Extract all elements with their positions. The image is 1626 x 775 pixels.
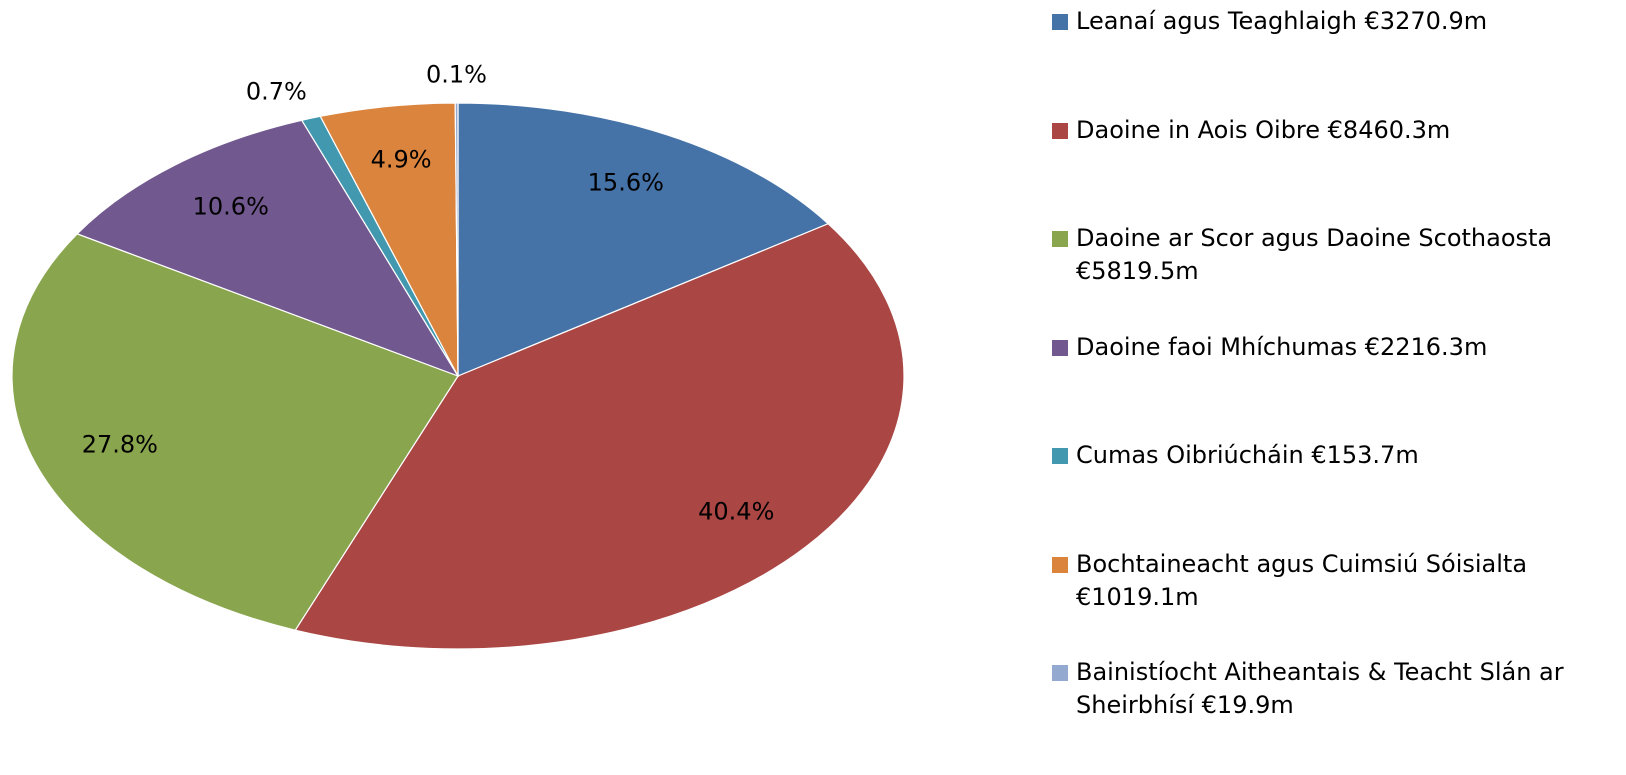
legend-label: Cumas Oibriúcháin €153.7m [1076, 441, 1419, 469]
legend-entry: Daoine ar Scor agus Daoine Scothaosta €5… [1052, 222, 1572, 288]
slice-label: 0.7% [246, 77, 307, 105]
pie-slice [454, 102, 459, 377]
legend-label: Leanaí agus Teaghlaigh €3270.9m [1076, 7, 1488, 35]
legend-entry: Cumas Oibriúcháin €153.7m [1052, 439, 1572, 472]
legend-swatch [1052, 665, 1068, 681]
legend-entry: Bochtaineacht agus Cuimsiú Sóisialta €10… [1052, 548, 1572, 614]
legend-swatch [1052, 231, 1068, 247]
legend-swatch [1052, 448, 1068, 464]
legend-label: Daoine in Aois Oibre €8460.3m [1076, 115, 1451, 144]
pie-slice [457, 102, 830, 377]
legend-entry: Bainistíocht Aitheantais & Teacht Slán a… [1052, 656, 1572, 722]
legend-label: Daoine ar Scor agus Daoine Scothaosta €5… [1076, 224, 1553, 285]
legend-label: Bochtaineacht agus Cuimsiú Sóisialta €10… [1076, 549, 1528, 611]
legend-entry: Leanaí agus Teaghlaigh €3270.9m [1052, 5, 1572, 38]
pie-slice [294, 223, 905, 650]
legend-swatch [1052, 339, 1068, 356]
pie-slice [11, 233, 459, 631]
legend-swatch [1052, 556, 1068, 573]
legend-swatch [1052, 14, 1068, 30]
legend-entry: Daoine faoi Mhíchumas €2216.3m [1052, 331, 1572, 364]
slice-label: 4.9% [371, 145, 432, 173]
legend-entry: Daoine in Aois Oibre €8460.3m [1052, 114, 1572, 147]
pie-area: 15.6% 40.4% 27.8% 10.6% 0.7% 4.9% 0.1% [11, 61, 905, 650]
legend-swatch [1052, 122, 1068, 139]
legend-label: Bainistíocht Aitheantais & Teacht Slán a… [1076, 658, 1564, 719]
slice-label: 10.6% [193, 193, 269, 221]
slice-label: 27.8% [82, 431, 158, 459]
slice-label: 40.4% [698, 498, 774, 526]
legend-label: Daoine faoi Mhíchumas €2216.3m [1076, 332, 1488, 361]
slice-label: 0.1% [426, 61, 487, 89]
slice-label: 15.6% [588, 168, 664, 196]
pie-slice [76, 119, 460, 378]
